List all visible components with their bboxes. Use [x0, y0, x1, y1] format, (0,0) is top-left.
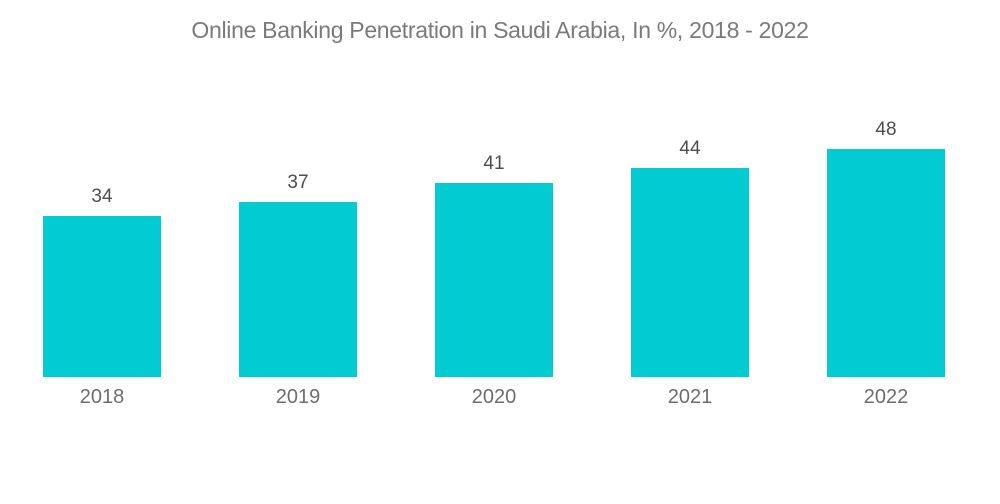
bar	[239, 202, 357, 377]
x-axis-label: 2022	[863, 386, 909, 408]
x-axis-label: 2020	[471, 386, 517, 408]
chart-title: Online Banking Penetration in Saudi Arab…	[191, 17, 809, 43]
bar-value-label: 37	[287, 172, 309, 194]
bar-column: 34	[4, 186, 200, 377]
bar-value-label: 48	[875, 119, 897, 141]
bar-value-label: 44	[679, 138, 701, 160]
bar	[631, 168, 749, 377]
bar-column: 37	[200, 172, 396, 377]
x-axis-label: 2021	[667, 386, 713, 408]
x-axis-label: 2018	[79, 386, 125, 408]
bar-value-label: 34	[91, 186, 113, 208]
bar-chart-plot-area: 34 37 41 44 48	[4, 119, 984, 377]
bar	[435, 183, 553, 377]
bar-column: 41	[396, 153, 592, 377]
bar	[827, 149, 945, 377]
bar-value-label: 41	[483, 153, 505, 175]
bar	[43, 216, 161, 377]
x-axis: 2018 2019 2020 2021 2022	[4, 377, 984, 409]
bar-column: 48	[788, 119, 984, 377]
x-axis-label: 2019	[275, 386, 321, 408]
bar-column: 44	[592, 138, 788, 377]
